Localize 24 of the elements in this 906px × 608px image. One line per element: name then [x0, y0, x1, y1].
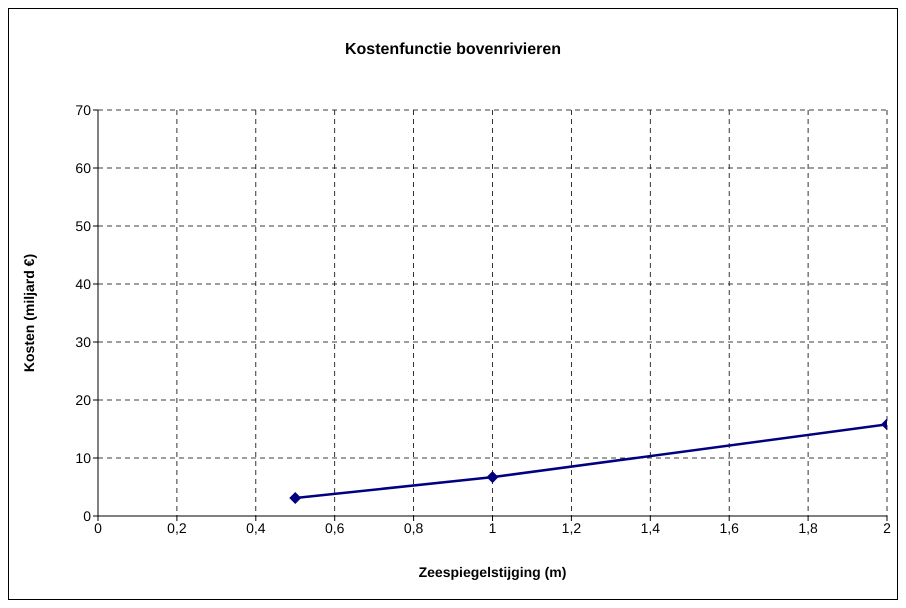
y-tick-label: 10: [75, 450, 92, 466]
y-tick-label: 0: [83, 508, 92, 524]
y-tick-label: 50: [75, 218, 92, 234]
x-tick-label: 0,6: [324, 520, 345, 536]
chart-title: Kostenfunctie bovenrivieren: [344, 41, 562, 59]
y-tick-label: 40: [75, 276, 92, 292]
x-axis-title: Zeespiegelstijging (m): [418, 564, 566, 580]
x-tick-label: 1,6: [719, 520, 740, 536]
x-tick-label: 1: [488, 520, 497, 536]
x-tick-label: 1,8: [798, 520, 818, 536]
x-tick-label: 2: [883, 520, 892, 536]
x-tick-label: 0,2: [167, 520, 187, 536]
x-tick-label: 0: [94, 520, 102, 536]
x-tick-label: 0,4: [246, 520, 266, 536]
x-tick-label: 1,2: [562, 520, 582, 536]
x-tick-label: 1,4: [640, 520, 660, 536]
y-tick-label: 30: [75, 334, 92, 350]
y-tick-label: 60: [75, 160, 92, 176]
y-tick-label: 70: [75, 102, 92, 118]
point: [486, 471, 498, 484]
y-axis-title: Kosten (miljard €): [20, 254, 37, 372]
point: [289, 492, 302, 504]
x-tick-label: 0,8: [404, 520, 424, 536]
y-tick-label: 20: [75, 392, 92, 408]
